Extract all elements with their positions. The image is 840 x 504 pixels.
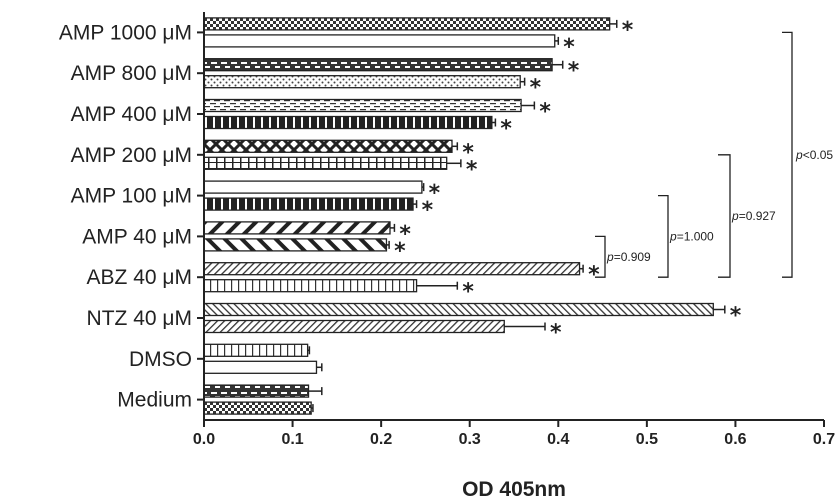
error-bar-5 — [491, 118, 497, 127]
bar-3 — [203, 75, 521, 89]
bar-13 — [203, 279, 418, 293]
bar-16 — [203, 343, 309, 357]
error-bar-3 — [520, 77, 526, 86]
p-value-label-1: p=1.000 — [669, 229, 714, 243]
axes — [203, 12, 824, 421]
category-label-7: NTZ 40 μM — [87, 307, 192, 330]
significance-star-0: * — [622, 18, 634, 43]
bar-17 — [203, 360, 318, 374]
category-label-0: AMP 1000 μM — [59, 21, 192, 44]
error-bar-6 — [452, 142, 459, 151]
bar-10 — [203, 221, 391, 235]
error-bar-19 — [311, 404, 314, 413]
x-tick-label-6: 0.6 — [724, 431, 746, 448]
comparison-bracket-0: p=0.909 — [595, 235, 651, 278]
p-value-label-3: p<0.05 — [795, 148, 833, 162]
bar-9 — [203, 197, 414, 211]
p-value-label-0: p=0.909 — [606, 250, 651, 264]
category-label-3: AMP 200 μM — [71, 144, 192, 167]
x-tick-label-3: 0.3 — [459, 431, 481, 448]
x-tick-label-4: 0.4 — [547, 431, 569, 448]
category-label-4: AMP 100 μM — [71, 185, 192, 208]
error-bar-16 — [307, 346, 311, 355]
comparison-brackets: p=0.909 p=1.000 p=0.927 p<0.05 — [595, 31, 833, 278]
bar-4 — [203, 98, 522, 113]
bar-0 — [203, 17, 611, 31]
category-labels: AMP 1000 μM AMP 800 μM AMP 400 μM AMP 200 μ… — [59, 21, 204, 412]
significance-star-9: * — [422, 198, 434, 223]
bar-19 — [203, 401, 312, 415]
significance-star-7: * — [466, 157, 478, 182]
error-bar-18 — [308, 387, 323, 396]
category-label-5: AMP 40 μM — [82, 225, 192, 248]
bar-18 — [203, 384, 310, 398]
error-bar-13 — [416, 281, 459, 290]
comparison-bracket-3: p<0.05 — [782, 31, 833, 278]
error-bar-15 — [504, 322, 546, 331]
error-bar-1 — [554, 36, 560, 45]
bar-7 — [203, 156, 448, 170]
error-bar-12 — [579, 264, 584, 273]
significance-star-3: * — [530, 76, 542, 101]
x-ticks: 0.0 0.1 0.2 0.3 0.4 0.5 0.6 0.7 — [193, 420, 835, 448]
significance-star-1: * — [563, 35, 575, 60]
x-tick-label-1: 0.1 — [281, 431, 303, 448]
error-bar-2 — [552, 60, 564, 69]
error-bar-8 — [421, 183, 425, 192]
significance-star-13: * — [462, 280, 474, 305]
significance-star-5: * — [500, 117, 512, 142]
bar-5 — [203, 115, 493, 130]
significance-star-11: * — [394, 239, 406, 264]
category-label-9: Medium — [117, 389, 192, 412]
p-value-label-2: p=0.927 — [731, 209, 776, 223]
bar-12 — [203, 262, 581, 276]
error-bar-4 — [521, 101, 536, 110]
x-tick-label-2: 0.2 — [370, 431, 392, 448]
comparison-bracket-2: p=0.927 — [718, 154, 776, 278]
significance-star-4: * — [539, 100, 551, 125]
x-tick-label-0: 0.0 — [193, 431, 215, 448]
error-bar-11 — [386, 240, 390, 249]
category-label-8: DMSO — [129, 348, 192, 371]
error-bar-7 — [446, 159, 462, 168]
bar-15 — [203, 319, 505, 334]
significance-markers: **************** — [394, 18, 742, 346]
significance-star-10: * — [399, 222, 411, 247]
category-label-1: AMP 800 μM — [71, 62, 192, 85]
category-label-2: AMP 400 μM — [71, 103, 192, 126]
x-axis-title: OD 405nm — [462, 478, 566, 501]
significance-star-12: * — [588, 263, 600, 288]
comparison-bracket-1: p=1.000 — [658, 194, 714, 278]
error-bar-10 — [390, 223, 396, 232]
bar-8 — [203, 180, 423, 194]
x-tick-label-7: 0.7 — [813, 431, 835, 448]
bar-1 — [203, 34, 556, 48]
error-bar-9 — [413, 200, 418, 209]
category-label-6: ABZ 40 μM — [87, 266, 192, 289]
error-bar-17 — [316, 363, 323, 372]
bar-6 — [203, 139, 453, 153]
bars-layer — [203, 17, 714, 415]
error-bar-0 — [609, 19, 618, 28]
significance-star-14: * — [730, 304, 742, 329]
significance-star-6: * — [462, 140, 474, 165]
significance-star-8: * — [429, 181, 441, 206]
significance-star-2: * — [568, 59, 580, 84]
bar-2 — [203, 58, 553, 72]
significance-star-15: * — [550, 321, 562, 346]
bar-11 — [203, 238, 388, 252]
error-bars-layer — [307, 19, 726, 413]
x-tick-label-5: 0.5 — [636, 431, 658, 448]
bar-14 — [203, 302, 714, 317]
error-bar-14 — [713, 305, 726, 314]
